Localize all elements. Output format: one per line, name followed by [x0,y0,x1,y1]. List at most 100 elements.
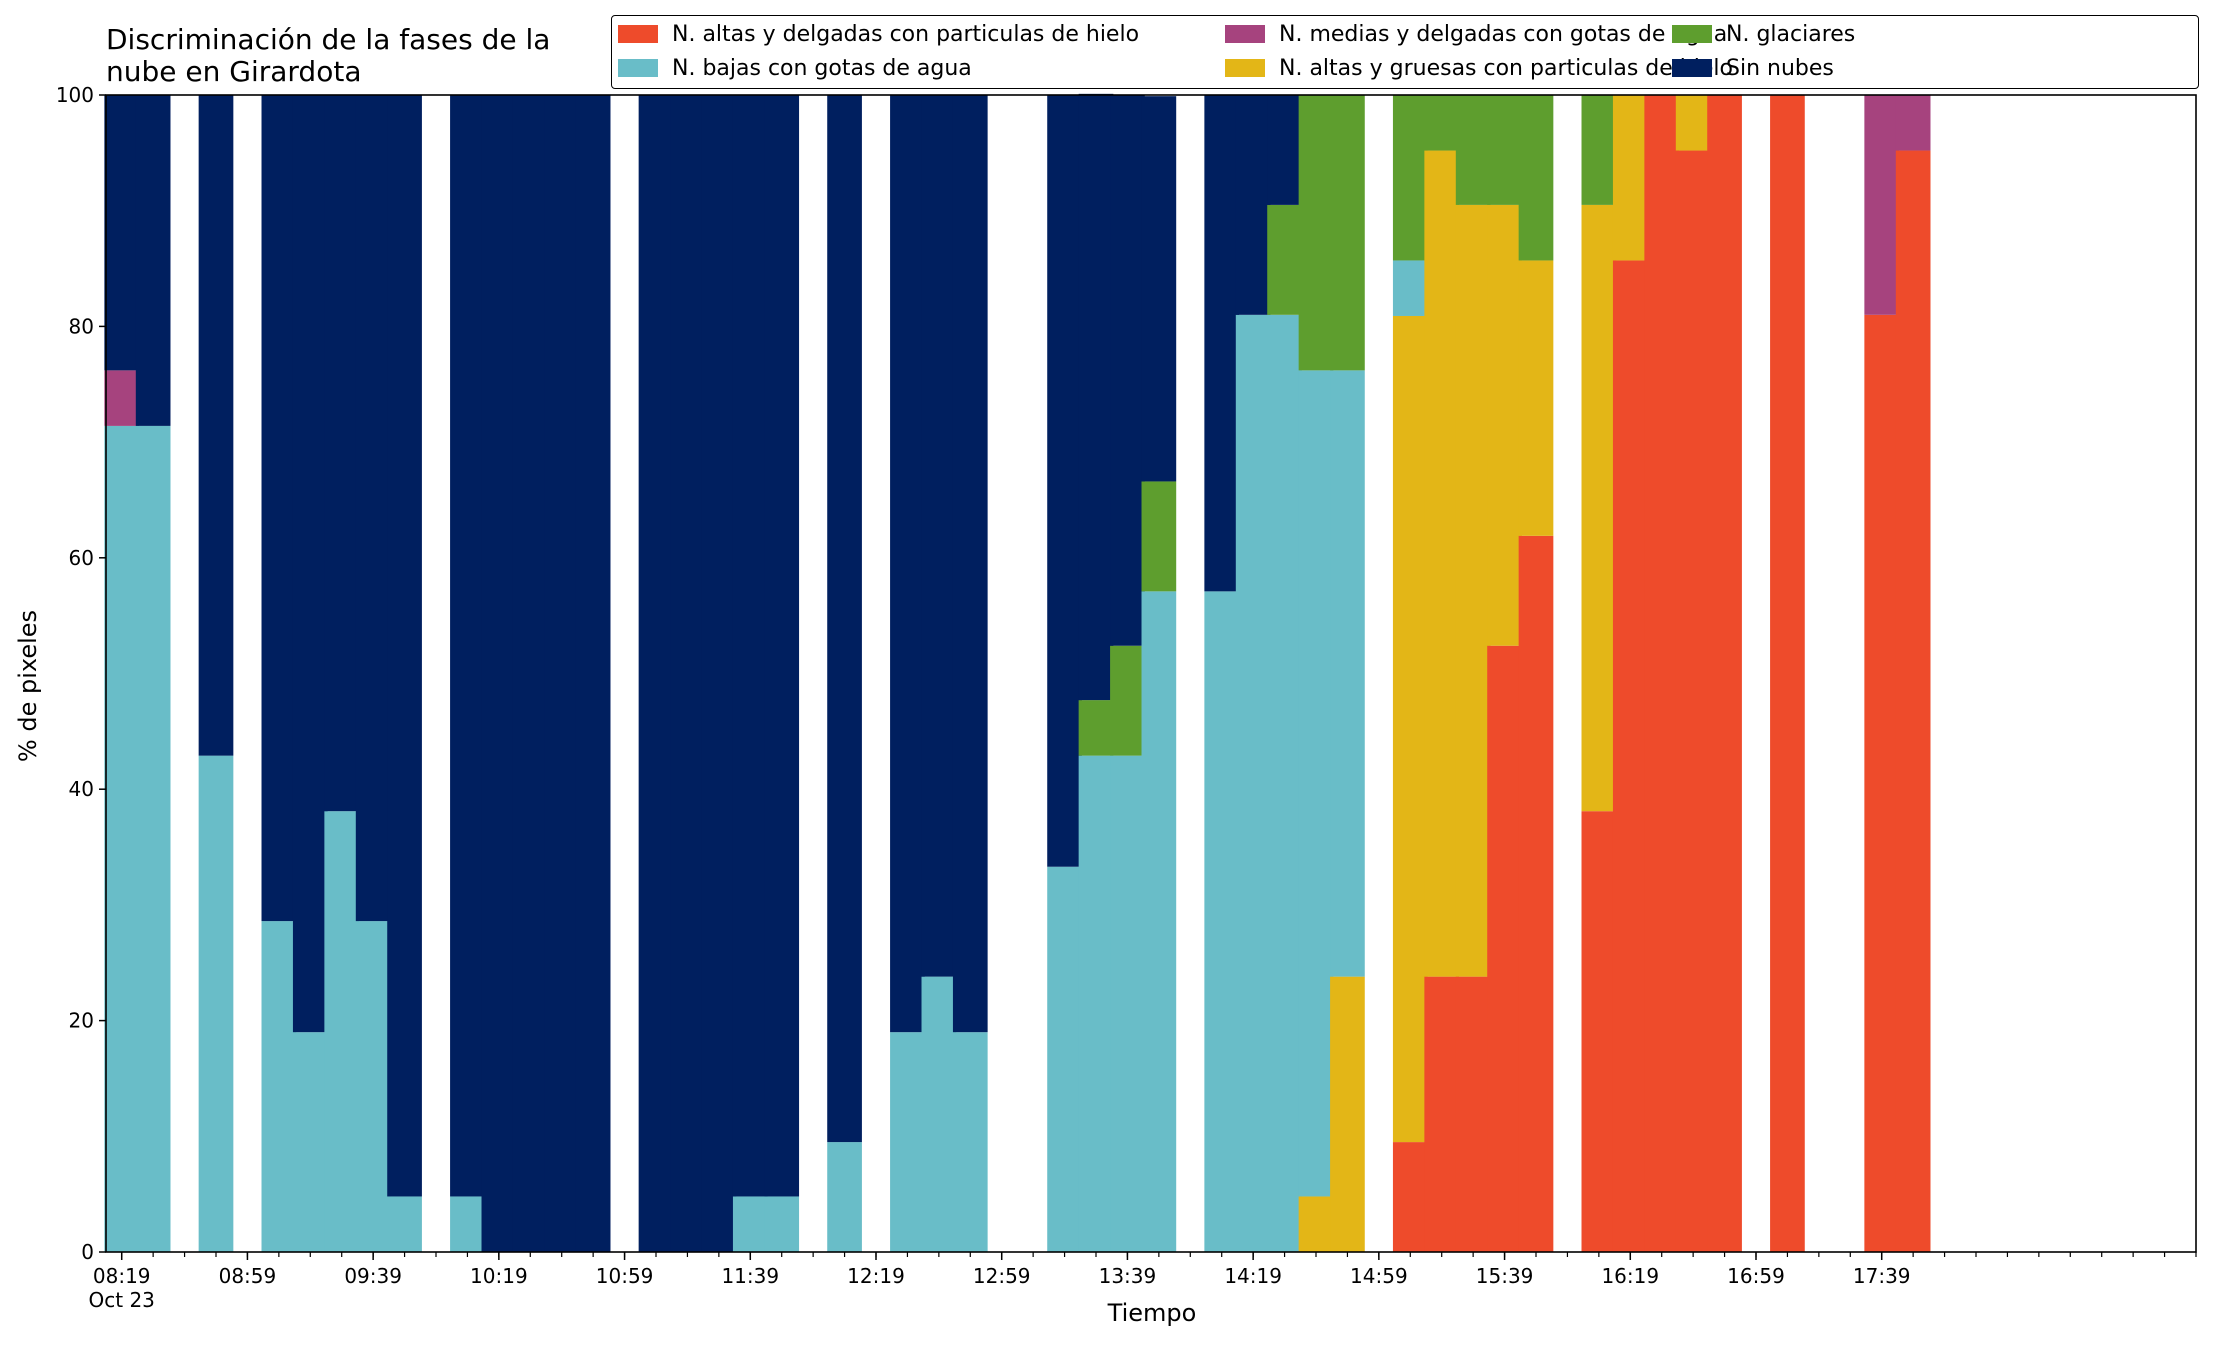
bar-segment [890,1032,925,1252]
bar-segment [952,1032,988,1252]
legend-item: N. medias y delgadas con gotas de agua [1225,19,1727,49]
bar-segment [1141,481,1177,592]
bar-segment [1612,260,1648,1252]
bar-segment [292,95,328,1033]
bar-segment [1392,95,1428,261]
bar-segment [544,95,580,1252]
bar-segment [1298,95,1334,371]
legend-swatch [618,25,658,43]
bar-segment [1487,204,1522,646]
bar-segment [1864,314,1900,1253]
x-tick-label: 17:39 [1853,1264,1911,1288]
bar-segment [1518,95,1554,261]
bar-segment [1298,1196,1334,1252]
bar-segment [481,95,517,1252]
bar-segment [1424,976,1460,1252]
bar-segment [1078,755,1114,1252]
bar-segment [1707,95,1742,1252]
bar-segment [1487,645,1522,1252]
legend: N. altas y delgadas con particulas de hi… [611,15,2199,89]
bar-segment [355,921,391,1252]
bar-segment [1675,150,1711,1252]
bar-segment [1204,95,1240,592]
x-tick-label: 14:19 [1224,1264,1282,1288]
bar-segment [1581,811,1617,1252]
legend-label: Sin nubes [1726,55,1834,81]
legend-item: N. altas y gruesas con particulas de hie… [1225,53,1733,83]
bar-segment [827,1142,862,1252]
bar-segment [1078,700,1114,756]
bar-segment [1267,204,1302,315]
legend-swatch [1672,25,1712,43]
bar-segment [1392,260,1428,316]
bar-segment [1392,1142,1428,1252]
bar-segment [1644,95,1680,1252]
legend-item: N. altas y delgadas con particulas de hi… [618,19,1139,49]
bar-segment [1424,150,1460,977]
bar-segment [1770,95,1805,1252]
y-axis-label-wrap: % de pixeles [0,0,60,1355]
bar-segment [1895,95,1931,151]
legend-label: N. medias y delgadas con gotas de agua [1279,21,1728,47]
bar-segment [890,95,925,1033]
bar-segment [1141,591,1177,1252]
y-axis-label: % de pixeles [14,609,42,763]
legend-item: N. glaciares [1672,19,1855,49]
bar-segment [450,1196,485,1252]
bar-segment [1204,591,1240,1252]
chart-title-line-2: nube en Girardota [106,55,362,88]
x-tick-label: 16:19 [1601,1264,1659,1288]
bar-segment [198,95,234,756]
bar-segment [1581,95,1617,205]
x-tick-label: 12:19 [847,1264,905,1288]
bar-segment [1267,314,1302,1253]
x-date-label: Oct 23 [89,1288,155,1312]
bar-segment [1895,150,1931,1252]
bar-segment [135,95,171,426]
bar-segment [104,95,140,371]
bar-segment [135,425,171,1252]
bar-segment [1518,260,1554,536]
bar-segment [1330,976,1365,1252]
legend-label: N. bajas con gotas de agua [672,55,972,81]
x-tick-label: 10:19 [470,1264,528,1288]
bar-segment [1455,976,1491,1252]
x-tick-label: 13:39 [1099,1264,1157,1288]
legend-label: N. altas y delgadas con particulas de hi… [672,21,1140,47]
bar-segment [921,976,957,1252]
legend-swatch [1672,59,1712,77]
legend-swatch [618,59,658,77]
bar-segment [1235,314,1271,1253]
bar-segment [670,95,705,1252]
bar-segment [1267,95,1302,205]
y-tick-label: 20 [69,1009,94,1033]
x-axis-label: Tiempo [1107,1299,1197,1327]
legend-item: Sin nubes [1672,53,1834,83]
bar-segment [1110,755,1145,1252]
bar-segment [1235,95,1271,315]
bar-segment [292,1032,328,1252]
bar-segment [1675,95,1711,151]
bar-segment [764,95,800,1197]
x-tick-label: 09:39 [344,1264,402,1288]
x-tick-label: 08:19 [93,1264,151,1288]
y-tick-label: 80 [69,314,94,338]
bar-segment [701,95,737,1252]
legend-item: N. bajas con gotas de agua [618,53,972,83]
bar-segment [1455,204,1491,977]
bar-segment [764,1196,800,1252]
bar-segment [1392,315,1428,1143]
bar-segment [104,425,140,1252]
bar-segment [1864,95,1900,315]
bar-segment [1330,370,1365,977]
bar-segment [387,1196,422,1252]
bar-segment [1047,866,1082,1252]
bar-segment [1047,95,1082,867]
bar-segment [324,95,360,812]
bar-segment [104,370,140,426]
x-tick-label: 15:39 [1476,1264,1534,1288]
x-tick-label: 12:59 [973,1264,1031,1288]
bar-segment [952,95,988,1033]
bar-segment [1141,96,1177,482]
